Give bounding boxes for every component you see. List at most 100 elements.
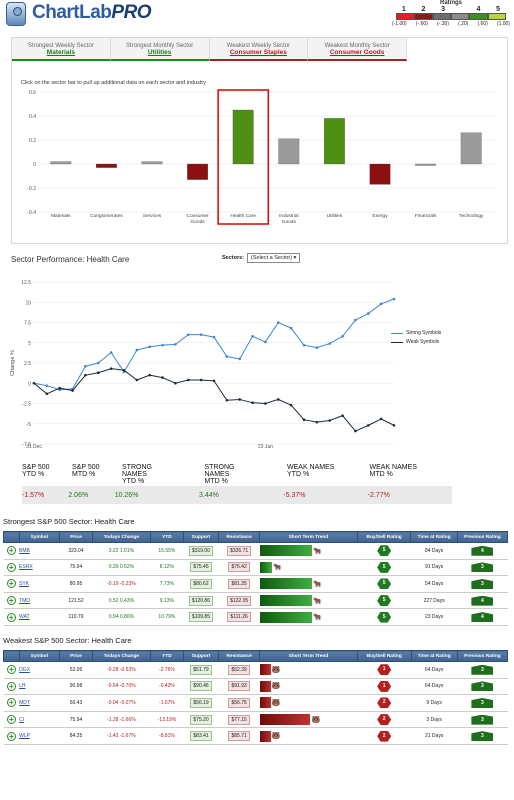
stat-label: STRONG NAMES MTD %: [205, 464, 288, 486]
rating-badge: 2: [377, 697, 392, 709]
support-value: $51.79: [190, 664, 212, 675]
change-value: -0.64: [107, 683, 119, 690]
add-cell[interactable]: +: [3, 678, 20, 696]
short-term-trend: 🐂: [259, 608, 358, 626]
tab-value[interactable]: Consumer Goods: [329, 49, 385, 56]
table-row[interactable]: + DGX 52.06 -0.28 -0.53% -2.76% $51.79 $52.39 🐻…: [3, 661, 508, 679]
table-row[interactable]: + ESRX 75.94 0.39 0.52% 8.12% $75.45 $76.42 🐂 5 9…: [3, 559, 508, 577]
change-value: -0.19: [107, 580, 119, 587]
trend-bar: [259, 578, 313, 590]
table-row[interactable]: + SYK 80.95 -0.19 -0.23% 7.73% $80.62 $81.35 🐂 5…: [3, 575, 508, 593]
add-icon[interactable]: +: [6, 715, 16, 725]
trend-bar: [259, 545, 313, 557]
add-cell[interactable]: +: [3, 608, 20, 626]
add-cell[interactable]: +: [3, 542, 20, 560]
y-tick-label: -0.4: [27, 210, 36, 216]
legend-swatch: [391, 341, 403, 343]
symbol-link[interactable]: WLP: [19, 727, 60, 745]
tab-label: Strongest Monthly Sector: [125, 43, 194, 49]
data-point: [58, 386, 62, 390]
sector-select[interactable]: (Select a Sector) ▾: [247, 253, 301, 263]
add-icon[interactable]: +: [6, 579, 16, 589]
rating-cell: 5: [357, 575, 411, 593]
table-row[interactable]: + WLP 84.25 -1.43 -1.67% -8.81% $83.41 $85.71 🐻…: [3, 727, 508, 745]
sector-bar[interactable]: [369, 163, 391, 185]
add-cell[interactable]: +: [3, 727, 20, 745]
y-tick-label: 0: [33, 162, 36, 168]
trend-bar: [259, 730, 271, 742]
todays-change: 0.39 0.52%: [92, 559, 151, 577]
support-value: $80.62: [190, 578, 212, 589]
table-row[interactable]: + CI 75.94 -1.28 -1.66% -13.19% $75.20 $77.15 🐻…: [3, 711, 508, 729]
data-point: [161, 343, 164, 347]
table-row[interactable]: + BMB 323.04 3.22 1.01% 15.55% $319.00 $326.71…: [3, 542, 508, 560]
add-icon[interactable]: +: [6, 698, 16, 708]
symbol-link[interactable]: ESRX: [19, 559, 60, 577]
add-icon[interactable]: +: [6, 596, 16, 606]
previous-rating-badge: 4: [471, 595, 494, 606]
table-row[interactable]: + TMO 121.52 0.52 0.43% 9.13% $120.86 $122.05 🐂…: [3, 592, 508, 610]
table-row[interactable]: + WAT 110.79 0.94 0.86% 10.79% $109.85 $111.26…: [3, 608, 508, 626]
add-icon[interactable]: +: [6, 612, 16, 622]
symbol-link[interactable]: BMB: [19, 542, 60, 560]
add-cell[interactable]: +: [3, 694, 20, 712]
stat-label-line: MTD %: [204, 478, 228, 485]
symbol-link[interactable]: MDT: [19, 694, 60, 712]
sector-bar[interactable]: [50, 161, 72, 165]
symbol-link[interactable]: WAT: [19, 608, 60, 626]
add-cell[interactable]: +: [3, 661, 20, 679]
table-row[interactable]: + MDT 56.43 -0.04 -0.07% -1.67% $56.19 $56.75 🐻…: [3, 694, 508, 712]
chartlab-logo[interactable]: ChartLabPRO: [4, 0, 174, 30]
ratings-color-bar: [396, 13, 506, 20]
table-row[interactable]: + LH 90.98 -0.64 -0.70% -0.43% $90.46 $91.93 🐻 1…: [3, 678, 508, 696]
bear-icon: 🐻: [311, 716, 321, 724]
sector-bar[interactable]: [187, 163, 209, 180]
category-label: Utilities: [327, 213, 343, 219]
tab-value[interactable]: Consumer Staples: [229, 49, 287, 56]
sector-bar[interactable]: [95, 163, 117, 168]
change-value: -0.04: [107, 699, 119, 706]
sector-bar[interactable]: [460, 132, 482, 165]
add-icon[interactable]: +: [6, 562, 16, 572]
add-cell[interactable]: +: [3, 592, 20, 610]
symbol-link[interactable]: DGX: [19, 661, 60, 679]
logo-icon: [6, 2, 26, 26]
stat-label-line: MTD %: [369, 471, 393, 478]
rating-cell: 1: [357, 661, 412, 679]
tab-value[interactable]: Materials: [46, 49, 75, 56]
change-value: -0.28: [107, 666, 119, 673]
sector-bar[interactable]: [323, 118, 345, 165]
bull-icon: 🐂: [313, 580, 323, 588]
support-cell: $51.79: [183, 661, 219, 679]
tab-materials[interactable]: Strongest Weekly Sector Materials: [12, 38, 111, 61]
sector-bar[interactable]: [141, 161, 163, 165]
change-value: -1.43: [107, 733, 119, 740]
add-cell[interactable]: +: [3, 575, 20, 593]
legend-label: Weak Symbols: [406, 339, 440, 345]
add-icon[interactable]: +: [6, 665, 16, 675]
symbol-link[interactable]: SYK: [19, 575, 60, 593]
time-at-rating: 3 Days: [411, 711, 458, 729]
column-header: YTD: [149, 531, 184, 543]
todays-change: -0.28 -0.53%: [92, 661, 151, 679]
sector-bar[interactable]: [278, 138, 300, 165]
add-icon[interactable]: +: [6, 681, 16, 691]
tab-value[interactable]: Utilities: [147, 49, 172, 56]
sector-bar[interactable]: [232, 109, 254, 165]
tab-utilities[interactable]: Strongest Monthly Sector Utilities: [110, 38, 210, 61]
add-cell[interactable]: +: [3, 559, 20, 577]
sector-bar[interactable]: [415, 163, 437, 166]
add-icon[interactable]: +: [6, 546, 16, 556]
tab-consumer-goods[interactable]: Weakest Monthly Sector Consumer Goods: [308, 38, 407, 61]
todays-change: -1.28 -1.66%: [92, 711, 151, 729]
symbol-link[interactable]: CI: [19, 711, 60, 729]
tab-consumer-staples[interactable]: Weakest Weekly Sector Consumer Staples: [209, 38, 309, 61]
trend-bar: [259, 664, 271, 676]
symbol-link[interactable]: LH: [19, 678, 60, 696]
add-cell[interactable]: +: [3, 711, 20, 729]
add-icon[interactable]: +: [6, 731, 16, 741]
stats-values: -1.57% 2.06% 10.26% 3.44% -5.37% -2.77%: [22, 486, 452, 504]
data-point: [264, 340, 267, 344]
symbol-link[interactable]: TMO: [19, 592, 60, 610]
previous-rating-badge: 3: [471, 731, 494, 742]
